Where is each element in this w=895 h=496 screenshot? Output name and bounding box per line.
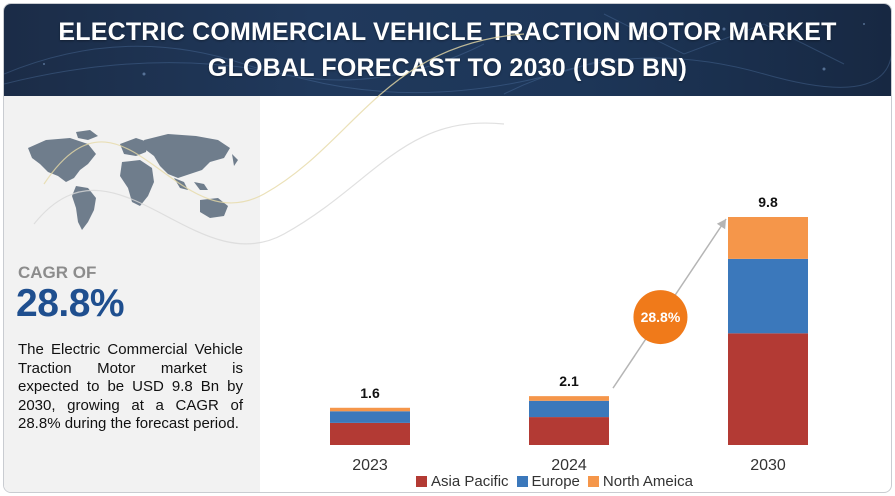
legend-item-asia-pacific: Asia Pacific (416, 473, 509, 490)
growth-arrow-head (716, 219, 726, 230)
bar-north-ameica-2023 (330, 407, 410, 412)
cagr-label: CAGR OF (18, 263, 97, 282)
bar-north-ameica-2024 (529, 396, 609, 401)
bar-europe-2030 (728, 258, 808, 334)
x-tick-2023: 2023 (352, 457, 388, 474)
legend-item-europe: Europe (516, 472, 580, 490)
cagr-bubble-label: 28.8% (641, 309, 681, 325)
cagr-bubble (633, 290, 688, 345)
chart-title-line-2: GLOBAL FORECAST TO 2030 (USD BN) (207, 54, 688, 82)
bar-asia-pacific-2030 (728, 333, 808, 445)
legend-swatch (416, 475, 427, 487)
world-map-icon (28, 130, 238, 230)
total-label-2023: 1.6 (360, 385, 380, 401)
legend-swatch (587, 475, 599, 487)
total-label-2030: 9.8 (758, 194, 778, 210)
bar-asia-pacific-2024 (529, 417, 609, 445)
chart-title-line-1: ELECTRIC COMMERCIAL VEHICLE TRACTION MOT… (58, 18, 837, 46)
market-description: The Electric Commercial Vehicle Traction… (18, 341, 243, 432)
legend-label: Asia Pacific (431, 472, 509, 490)
legend-label: Europe (531, 472, 580, 490)
infographic-frame: ELECTRIC COMMERCIAL VEHICLE TRACTION MOT… (3, 3, 892, 493)
legend-item-north-ameica: North Ameica (587, 472, 693, 490)
cagr-value: 28.8% (16, 282, 125, 325)
legend-swatch (516, 475, 528, 487)
total-label-2024: 2.1 (559, 373, 579, 389)
bar-europe-2023 (330, 411, 410, 423)
x-tick-2024: 2024 (551, 457, 587, 474)
chart-legend: Asia Pacific Europe North Ameica (416, 472, 701, 490)
legend-label: North Ameica (602, 472, 693, 490)
bar-europe-2024 (529, 400, 609, 418)
summary-panel: CAGR OF 28.8% The Electric Commercial Ve… (4, 96, 260, 492)
bar-asia-pacific-2023 (330, 422, 410, 445)
stacked-bar-chart: 1.6 2.1 9.8 2023 2024 2030 28.8% (330, 194, 808, 474)
bar-north-ameica-2030 (728, 217, 808, 259)
header-banner: ELECTRIC COMMERCIAL VEHICLE TRACTION MOT… (4, 4, 891, 96)
x-tick-2030: 2030 (750, 457, 786, 474)
